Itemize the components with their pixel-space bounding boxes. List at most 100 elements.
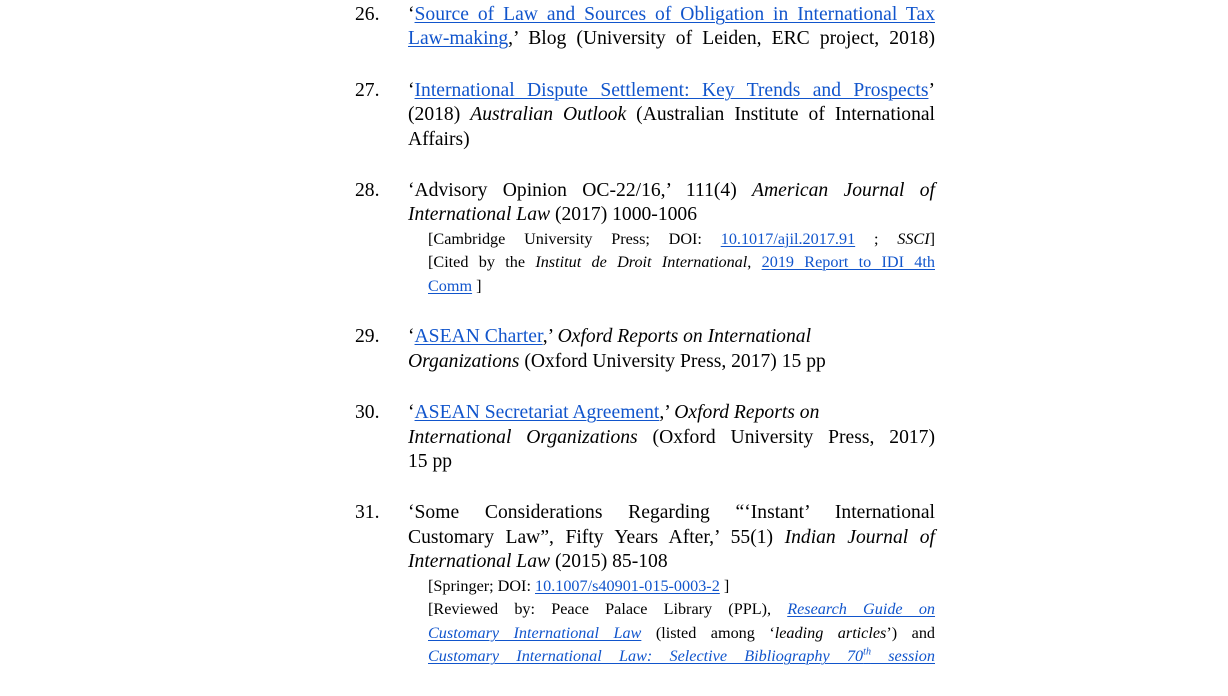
reference-entry: 27. ‘International Dispute Settlement: Ke… bbox=[355, 79, 937, 152]
text-run: ‘ bbox=[408, 4, 415, 25]
text-run: International Law bbox=[408, 204, 551, 226]
citation-link[interactable]: Customary International Law: Selective B… bbox=[428, 647, 935, 665]
text-run: (2018) bbox=[408, 104, 471, 126]
text-run: , bbox=[747, 253, 762, 272]
citation-link[interactable]: 10.1007/s40901-015-0003-2 bbox=[535, 577, 720, 595]
entry-line: Organizations (Oxford University Press, … bbox=[408, 350, 935, 374]
citation-link[interactable]: Research Guide on bbox=[787, 600, 935, 618]
entry-line: ‘Advisory Opinion OC-22/16,’ 111(4) Amer… bbox=[408, 179, 935, 203]
text-run: [Cited by the bbox=[428, 253, 536, 272]
text-run: ; bbox=[855, 229, 898, 248]
entry-note-line: Comm ] bbox=[408, 275, 935, 299]
entry-body: ‘ASEAN Charter,’ Oxford Reports on Inter… bbox=[408, 325, 935, 374]
citation-link[interactable]: ASEAN Charter bbox=[415, 326, 543, 347]
text-run: Institut de Droit International bbox=[535, 253, 748, 272]
reference-entry: 26. ‘Source of Law and Sources of Obligat… bbox=[355, 3, 937, 52]
entry-note-line: [Cambridge University Press; DOI: 10.101… bbox=[408, 228, 935, 252]
entry-number: 28. bbox=[355, 180, 380, 202]
text-run: (Oxford University Press, 2017) bbox=[637, 426, 935, 448]
citation-link[interactable]: 2019 Report to IDI 4th bbox=[762, 253, 935, 271]
citation-link[interactable]: 10.1017/ajil.2017.91 bbox=[721, 230, 855, 248]
entry-line: Law-making,’ Blog (University of Leiden,… bbox=[408, 27, 935, 51]
entry-note-line: [Cited by the Institut de Droit Internat… bbox=[408, 251, 935, 275]
citation-link[interactable]: International Dispute Settlement: Key Tr… bbox=[415, 80, 929, 101]
text-run: ‘ bbox=[408, 79, 415, 101]
entry-line: International Law (2015) 85-108 bbox=[408, 550, 935, 574]
entry-line: International Law (2017) 1000-1006 bbox=[408, 203, 935, 227]
entry-note-line: [Springer; DOI: 10.1007/s40901-015-0003-… bbox=[408, 575, 935, 599]
citation-link[interactable]: Customary International Law bbox=[428, 624, 641, 642]
text-run: Australian Outlook bbox=[470, 104, 627, 126]
text-run: session bbox=[870, 647, 935, 666]
text-run: Affairs) bbox=[408, 128, 470, 150]
text-run: th bbox=[863, 646, 871, 658]
text-run: ‘Some Considerations Regarding “‘Instant… bbox=[408, 502, 935, 524]
entry-note-line: [Reviewed by: Peace Palace Library (PPL)… bbox=[408, 598, 935, 622]
entry-body: ‘Source of Law and Sources of Obligation… bbox=[408, 3, 935, 52]
text-run: (2015) 85-108 bbox=[550, 551, 668, 573]
entry-line: International Organizations (Oxford Univ… bbox=[408, 426, 935, 450]
entry-number: 31. bbox=[355, 502, 380, 524]
text-run: (2017) 1000-1006 bbox=[550, 204, 698, 226]
entry-number: 26. bbox=[355, 4, 380, 25]
text-run: ] bbox=[472, 276, 482, 295]
text-run: Oxford Reports on International bbox=[557, 326, 812, 348]
text-run: ‘ bbox=[408, 402, 415, 424]
entry-number: 27. bbox=[355, 79, 380, 101]
text-run: (listed among ‘ bbox=[641, 623, 775, 642]
text-run: Customary Law”, Fifty Years After,’ 55(1… bbox=[408, 526, 785, 548]
text-run: ,’ bbox=[542, 326, 558, 348]
text-run: ] bbox=[719, 576, 730, 595]
text-run: 2019 Report to IDI 4th bbox=[761, 253, 935, 272]
text-run: Comm bbox=[428, 276, 473, 295]
text-run: Customary International Law: Selective B… bbox=[428, 647, 864, 666]
text-run: ] bbox=[929, 229, 935, 248]
entry-note-line: Customary International Law: Selective B… bbox=[408, 645, 935, 669]
entry-line: (2018) Australian Outlook (Australian In… bbox=[408, 103, 935, 127]
citation-link[interactable]: Law-making bbox=[408, 28, 508, 49]
entry-number: 29. bbox=[355, 326, 380, 348]
text-run: ‘ bbox=[408, 326, 415, 348]
text-run: (Australian Institute of International bbox=[626, 104, 936, 126]
text-run: ’) and bbox=[886, 623, 936, 642]
entry-line: Customary Law”, Fifty Years After,’ 55(1… bbox=[408, 526, 935, 550]
entry-body: ‘International Dispute Settlement: Key T… bbox=[408, 79, 935, 152]
entry-line: ‘ASEAN Charter,’ Oxford Reports on Inter… bbox=[408, 325, 935, 349]
text-run: leading articles bbox=[774, 623, 887, 642]
entry-body: ‘Some Considerations Regarding “‘Instant… bbox=[408, 501, 935, 668]
text-run: [Cambridge University Press; DOI: bbox=[428, 229, 721, 248]
entry-body: ‘ASEAN Secretariat Agreement,’ Oxford Re… bbox=[408, 401, 935, 474]
text-run: SSCI bbox=[897, 229, 930, 248]
entry-line: Affairs) bbox=[408, 128, 935, 152]
text-run: American Journal of bbox=[752, 180, 935, 202]
citation-link[interactable]: Comm bbox=[428, 277, 472, 295]
text-run: ASEAN Charter bbox=[414, 326, 543, 348]
text-run: [Reviewed by: Peace Palace Library (PPL)… bbox=[428, 600, 788, 619]
text-run: ’ bbox=[928, 79, 935, 101]
entry-line: ‘Source of Law and Sources of Obligation… bbox=[408, 3, 935, 27]
text-run: Indian Journal of bbox=[784, 526, 935, 548]
text-run: (Oxford University Press, 2017) 15 pp bbox=[519, 350, 826, 372]
entry-number: 30. bbox=[355, 402, 380, 424]
text-run: International Dispute Settlement: Key Tr… bbox=[414, 79, 929, 101]
text-run: ASEAN Secretariat Agreement bbox=[414, 402, 660, 424]
entry-body: ‘Advisory Opinion OC-22/16,’ 111(4) Amer… bbox=[408, 179, 935, 298]
entry-line: ‘ASEAN Secretariat Agreement,’ Oxford Re… bbox=[408, 401, 935, 425]
entry-line: ‘Some Considerations Regarding “‘Instant… bbox=[408, 501, 935, 525]
text-run: Law-making bbox=[408, 28, 509, 50]
text-run: ‘Advisory Opinion OC-22/16,’ 111(4) bbox=[408, 180, 753, 202]
reference-entry: 28. ‘Advisory Opinion OC-22/16,’ 111(4) A… bbox=[355, 179, 937, 298]
text-run: ,’ Blog (University of Leiden, ERC proje… bbox=[508, 28, 935, 50]
reference-entry: 29. ‘ASEAN Charter,’ Oxford Reports on In… bbox=[355, 325, 937, 374]
reference-entry: 30. ‘ASEAN Secretariat Agreement,’ Oxford… bbox=[355, 401, 937, 474]
text-run: International Organizations bbox=[408, 426, 638, 448]
text-run: Customary International Law bbox=[428, 623, 642, 642]
entry-note-line: Customary International Law (listed amon… bbox=[408, 622, 935, 646]
text-run: Organizations bbox=[408, 350, 520, 372]
text-run: 10.1007/s40901-015-0003-2 bbox=[535, 576, 720, 595]
citation-link[interactable]: ASEAN Secretariat Agreement bbox=[415, 402, 660, 423]
text-run: ,’ bbox=[659, 402, 675, 424]
citation-link[interactable]: Source of Law and Sources of Obligation … bbox=[415, 4, 935, 25]
text-run: [Springer; DOI: bbox=[428, 576, 535, 595]
text-run: 10.1017/ajil.2017.91 bbox=[720, 229, 856, 248]
